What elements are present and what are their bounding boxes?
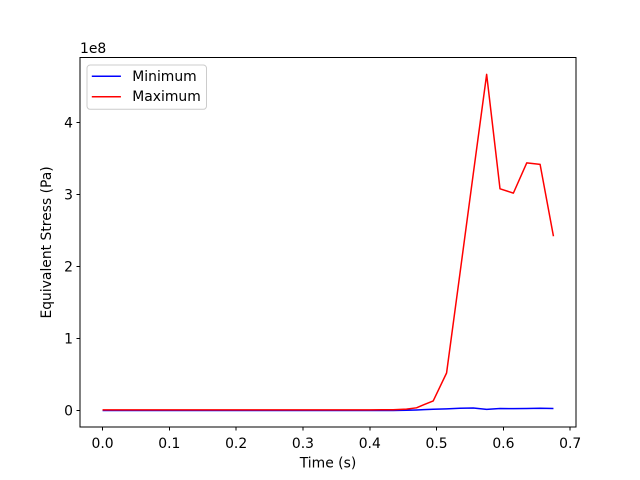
x-tick-label: 0.3	[292, 436, 314, 452]
x-tick-label: 0.1	[158, 436, 180, 452]
y-tick-label: 1	[64, 331, 73, 347]
legend-label-maximum: Maximum	[132, 89, 200, 105]
legend: Minimum Maximum	[86, 64, 207, 110]
x-tick-label: 0.6	[492, 436, 514, 452]
y-axis-offset-text: 1e8	[80, 41, 106, 57]
legend-label-minimum: Minimum	[132, 69, 196, 85]
y-axis-title: Equivalent Stress (Pa)	[39, 166, 55, 318]
x-tick-label: 0.5	[426, 436, 448, 452]
x-tick-label: 0.4	[359, 436, 381, 452]
y-tick-label: 0	[64, 403, 73, 419]
x-tick-label: 0.0	[92, 436, 114, 452]
series-line-maximum	[102, 73, 555, 411]
y-tick-label: 2	[64, 259, 73, 275]
axes-spines	[79, 57, 577, 428]
y-tick-label: 3	[64, 187, 73, 203]
x-tick-label: 0.2	[225, 436, 247, 452]
x-axis-title: Time (s)	[299, 455, 357, 471]
x-axis: 0.0 0.1 0.2 0.3 0.4 0.5 0.6 0.7 Time (s)	[92, 427, 581, 471]
plot-area	[79, 57, 577, 428]
y-tick-label: 4	[64, 116, 73, 132]
y-axis: 0 1 2 3 4 Equivalent Stress (Pa) 1e8	[39, 41, 106, 419]
series-group	[102, 73, 555, 412]
x-tick-label: 0.7	[559, 436, 581, 452]
